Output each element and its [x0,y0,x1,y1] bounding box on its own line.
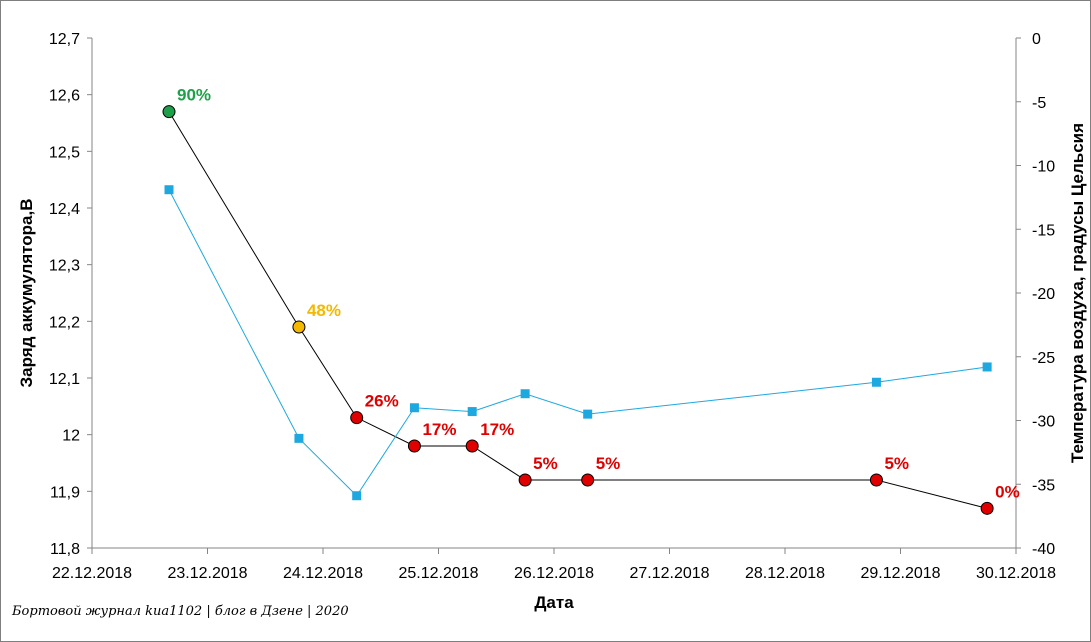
y-right-tick-label: -30 [1032,414,1055,431]
voltage-data-label: 0% [995,482,1020,501]
voltage-point [518,473,532,487]
temperature-point [871,377,881,387]
y-left-tick-label: 11,9 [50,484,80,501]
x-tick-label: 30.12.2018 [976,565,1056,582]
voltage-point [407,439,421,453]
voltage-data-label: 48% [307,301,341,320]
y-right-tick-label: -35 [1032,477,1055,494]
temperature-series-line [168,189,988,497]
x-tick-label: 27.12.2018 [629,565,709,582]
y-left-tick-label: 12,3 [49,258,80,275]
y-right-tick-label: 0 [1032,31,1041,48]
y-right-tick-label: -20 [1032,286,1055,303]
y-right-tick-label: -15 [1032,222,1055,239]
temperature-point [294,433,304,443]
y-left-tick-label: 12,7 [49,31,80,48]
voltage-data-label: 17% [422,420,456,439]
temperature-point [352,491,362,501]
temperature-point [467,407,477,417]
y-left-tick-label: 12 [62,428,80,445]
voltage-point [292,320,306,334]
y-right-tick-label: -10 [1032,159,1055,176]
x-tick-label: 23.12.2018 [167,565,247,582]
temperature-point [982,362,992,372]
y-right-axis-title: Температура воздуха, градусы Цельсия [1068,123,1087,463]
voltage-point [465,439,479,453]
y-left-tick-label: 12,2 [49,314,80,331]
x-tick-label: 24.12.2018 [283,565,363,582]
x-tick-label: 29.12.2018 [860,565,940,582]
y-right-tick-label: -5 [1032,95,1046,112]
y-left-tick-label: 12,1 [49,371,80,388]
y-left-tick-label: 12,6 [49,88,80,105]
temperature-point [583,409,593,419]
voltage-data-label: 5% [884,454,909,473]
voltage-point [869,473,883,487]
voltage-data-label: 5% [596,454,621,473]
y-left-tick-label: 11,8 [50,541,80,558]
voltage-data-label: 90% [177,86,211,105]
voltage-point [581,473,595,487]
x-tick-label: 22.12.2018 [52,565,132,582]
temperature-point [164,185,174,195]
x-tick-label: 28.12.2018 [745,565,825,582]
voltage-data-label: 26% [365,392,399,411]
y-right-tick-label: -40 [1032,541,1055,558]
x-axis-title: Дата [534,593,574,612]
footer-text: Бортовой журнал kиа1102 | блог в Дзене |… [12,604,349,619]
x-tick-label: 26.12.2018 [514,565,594,582]
y-left-tick-label: 12,5 [49,144,80,161]
voltage-data-label: 5% [533,454,558,473]
voltage-data-label: 17% [480,420,514,439]
voltage-point [162,105,176,119]
y-left-tick-label: 12,4 [49,201,80,218]
voltage-series-line [168,111,988,509]
x-tick-label: 25.12.2018 [398,565,478,582]
voltage-point [980,501,994,515]
y-left-axis-title: Заряд аккумулятора,В [17,198,36,387]
y-right-tick-label: -25 [1032,350,1055,367]
temperature-point [409,403,419,413]
voltage-point [350,411,364,425]
temperature-point [520,389,530,399]
